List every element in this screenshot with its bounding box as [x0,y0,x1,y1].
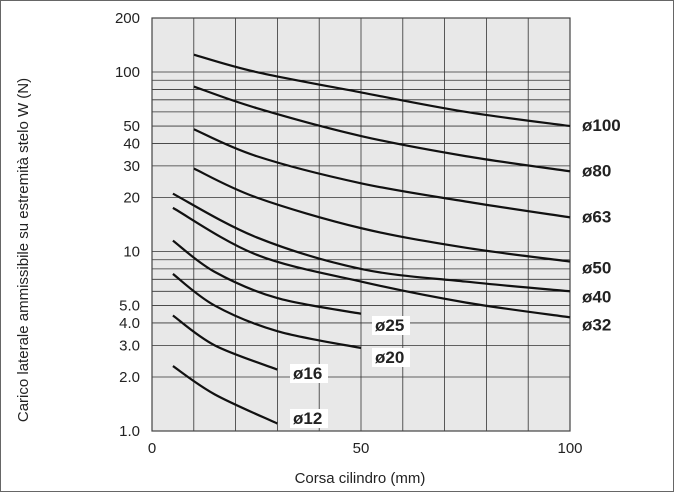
series-label: ø16 [293,364,322,383]
series-line [193,128,571,219]
series-label: ø50 [582,258,611,277]
series-line [172,314,278,371]
x-axis-title: Corsa cilindro (mm) [295,470,426,487]
x-tick-label: 0 [148,440,156,457]
series-label-bg [579,161,617,181]
y-tick-label: 3.0 [119,337,140,354]
series-label-bg [579,287,617,307]
series-label: ø40 [582,287,611,306]
series-label-bg [372,348,410,367]
series-label: ø100 [582,116,621,135]
series-label: ø25 [375,316,404,335]
series-line [172,273,362,350]
y-tick-label: 20 [123,189,140,206]
series-lines [172,53,571,425]
series-label: ø20 [375,348,404,367]
series-line [193,167,571,263]
series-line [172,239,362,315]
series-line [193,85,571,173]
y-tick-label: 2.0 [119,369,140,386]
series-line [193,53,571,128]
series-label-bg [579,315,617,335]
series-line [172,192,571,293]
series-label-bg [290,409,328,428]
y-tick-label: 30 [123,158,140,175]
series-label: ø63 [582,207,611,226]
series-line [172,206,571,319]
series-line [172,365,278,425]
y-axis-title: Carico laterale ammissibile su estremità… [15,78,32,422]
y-tick-label: 100 [115,64,140,81]
y-tick-label: 50 [123,118,140,135]
series-label-bg [290,364,328,383]
x-tick-label: 50 [353,440,370,457]
y-tick-label: 10 [123,244,140,261]
plot-frame [151,17,571,432]
series-label: ø12 [293,409,322,428]
series-label-bg [579,207,617,227]
series-label-bg [372,316,410,335]
series-label-bg [579,116,627,136]
y-tick-label: 5.0 [119,298,140,315]
y-tick-label: 1.0 [119,423,140,440]
x-tick-labels: 0 50 100 [148,440,583,457]
series-label: ø32 [582,315,611,334]
y-tick-label: 200 [115,10,140,27]
y-tick-label: 4.0 [119,315,140,332]
y-tick-label: 40 [123,135,140,152]
series-label-bg [579,258,617,278]
series-label: ø80 [582,161,611,180]
x-tick-label: 100 [557,440,582,457]
series-labels: ø100 ø80 ø63 ø50 ø40 ø32 ø25 ø20 ø16 ø12 [290,116,627,428]
